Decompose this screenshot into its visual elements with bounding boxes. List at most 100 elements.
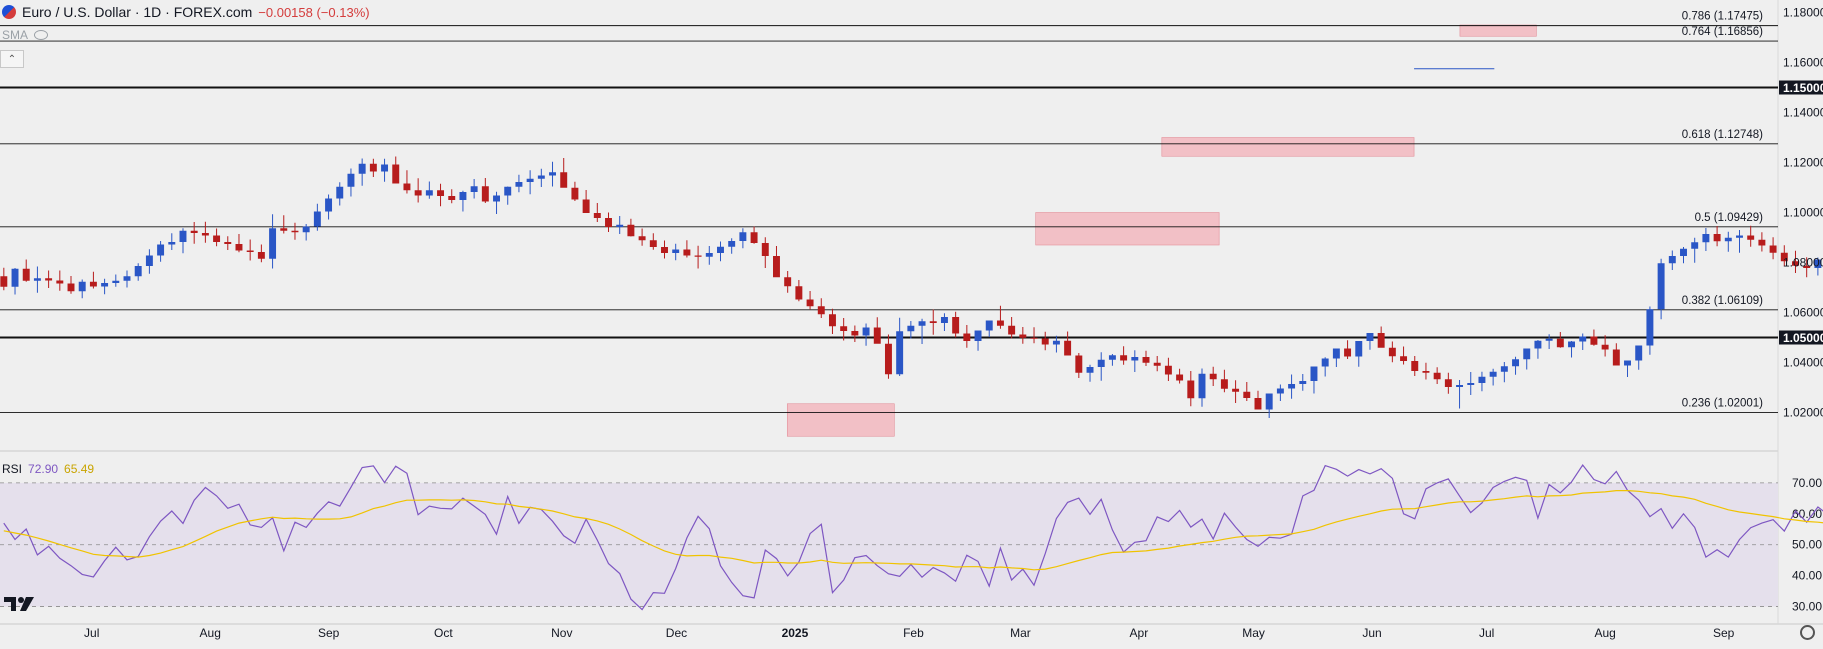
time-axis-tick: May bbox=[1242, 626, 1265, 640]
candle-up bbox=[1702, 234, 1710, 243]
candle-up bbox=[336, 186, 344, 199]
gear-icon[interactable] bbox=[1800, 625, 1815, 640]
candle-down bbox=[1220, 379, 1228, 389]
candle-up bbox=[1579, 336, 1587, 342]
candle-down bbox=[582, 199, 590, 213]
candle-up bbox=[459, 192, 467, 200]
candle-down bbox=[1713, 234, 1721, 242]
candle-up bbox=[1534, 340, 1542, 349]
candle-down bbox=[1747, 235, 1755, 240]
candle-down bbox=[605, 218, 612, 227]
candle-up bbox=[269, 228, 277, 259]
price-axis-tick: 1.12000 bbox=[1783, 156, 1823, 170]
candle-down bbox=[1769, 245, 1777, 253]
rsi-ma-value: 65.49 bbox=[64, 462, 95, 476]
candle-down bbox=[884, 343, 892, 375]
price-axis-tick: 1.08000 bbox=[1783, 256, 1823, 270]
time-axis-tick: Nov bbox=[551, 626, 572, 640]
candle-up bbox=[347, 173, 355, 187]
candle-down bbox=[761, 243, 769, 256]
rsi-axis-tick: 70.00 bbox=[1792, 476, 1822, 490]
candle-up bbox=[1724, 237, 1732, 242]
tradingview-logo-icon[interactable] bbox=[4, 595, 38, 613]
rsi-label[interactable]: RSI bbox=[2, 462, 23, 476]
price-label: 1.05000 bbox=[1783, 331, 1823, 345]
candle-down bbox=[952, 317, 960, 334]
candle-up bbox=[1456, 385, 1464, 387]
symbol-title[interactable]: Euro / U.S. Dollar · 1D · FOREX.com bbox=[22, 4, 253, 20]
candle-up bbox=[717, 246, 724, 253]
support-zone bbox=[1459, 24, 1537, 37]
candle-down bbox=[280, 228, 288, 231]
candle-down bbox=[45, 278, 53, 281]
candle-up bbox=[862, 327, 870, 336]
fib-label: 0.382 (1.06109) bbox=[1682, 295, 1763, 307]
candle-down bbox=[593, 213, 601, 218]
candle-down bbox=[795, 286, 803, 300]
price-axis-tick: 1.16000 bbox=[1783, 56, 1823, 70]
candle-up bbox=[493, 195, 500, 202]
candle-down bbox=[1377, 333, 1385, 348]
price-label-box bbox=[1779, 330, 1823, 345]
candle-down bbox=[1153, 362, 1161, 366]
rsi-line bbox=[3, 463, 1823, 611]
candle-up bbox=[123, 276, 131, 281]
candle-up bbox=[504, 186, 512, 196]
candle-up bbox=[1635, 345, 1643, 361]
candle-down bbox=[1411, 361, 1419, 371]
time-axis-tick: Apr bbox=[1130, 626, 1149, 640]
price-change: −0.00158 (−0.13%) bbox=[258, 4, 370, 20]
time-axis-tick: Dec bbox=[666, 626, 687, 640]
time-axis-tick: Jul bbox=[84, 626, 99, 640]
rsi-axis-tick: 30.00 bbox=[1792, 600, 1822, 614]
candle-down bbox=[392, 164, 400, 184]
price-axis-tick: 1.14000 bbox=[1783, 106, 1823, 120]
candle-down bbox=[1780, 252, 1788, 262]
candle-down bbox=[291, 230, 299, 233]
rsi-axis-tick: 50.00 bbox=[1792, 538, 1822, 552]
rsi-legend[interactable]: RSI 72.90 65.49 bbox=[2, 462, 94, 476]
candle-down bbox=[1388, 347, 1396, 357]
candle-down bbox=[694, 255, 702, 257]
candle-up bbox=[1512, 359, 1520, 367]
candle-down bbox=[1254, 398, 1262, 410]
time-axis-tick: Aug bbox=[1594, 626, 1615, 640]
sma-label[interactable]: SMA bbox=[2, 28, 29, 42]
candle-up bbox=[313, 211, 321, 227]
collapse-legend-button[interactable]: ⌃ bbox=[0, 50, 24, 68]
candle-up bbox=[1321, 358, 1329, 367]
candle-up bbox=[1680, 248, 1687, 256]
candle-up bbox=[1568, 341, 1575, 348]
candle-down bbox=[750, 232, 758, 243]
candle-down bbox=[414, 190, 422, 196]
candle-down bbox=[190, 230, 198, 233]
fib-label: 0.236 (1.02001) bbox=[1682, 397, 1763, 409]
candle-up bbox=[11, 268, 19, 287]
candle-down bbox=[369, 163, 377, 172]
candle-down bbox=[638, 236, 646, 241]
candle-down bbox=[1075, 355, 1083, 373]
candle-up bbox=[302, 226, 310, 233]
sma-indicator-row[interactable]: SMA bbox=[2, 28, 49, 42]
candle-up bbox=[325, 198, 333, 212]
price-label-box bbox=[1779, 80, 1823, 95]
candle-down bbox=[22, 268, 30, 281]
candle-up bbox=[1310, 366, 1318, 381]
candle-down bbox=[1601, 344, 1609, 350]
candle-down bbox=[1120, 355, 1128, 361]
candle-down bbox=[1176, 374, 1184, 381]
candle-down bbox=[649, 240, 657, 247]
candle-down bbox=[929, 321, 937, 323]
candle-down bbox=[1612, 349, 1620, 366]
eye-hidden-icon[interactable] bbox=[34, 30, 49, 40]
candle-down bbox=[784, 277, 792, 287]
candle-up bbox=[112, 280, 120, 283]
candle-down bbox=[627, 224, 635, 237]
candle-up bbox=[1668, 256, 1676, 264]
price-axis-tick: 1.10000 bbox=[1783, 206, 1823, 220]
candle-down bbox=[201, 233, 209, 236]
candle-down bbox=[67, 283, 75, 292]
candle-down bbox=[1041, 338, 1049, 345]
